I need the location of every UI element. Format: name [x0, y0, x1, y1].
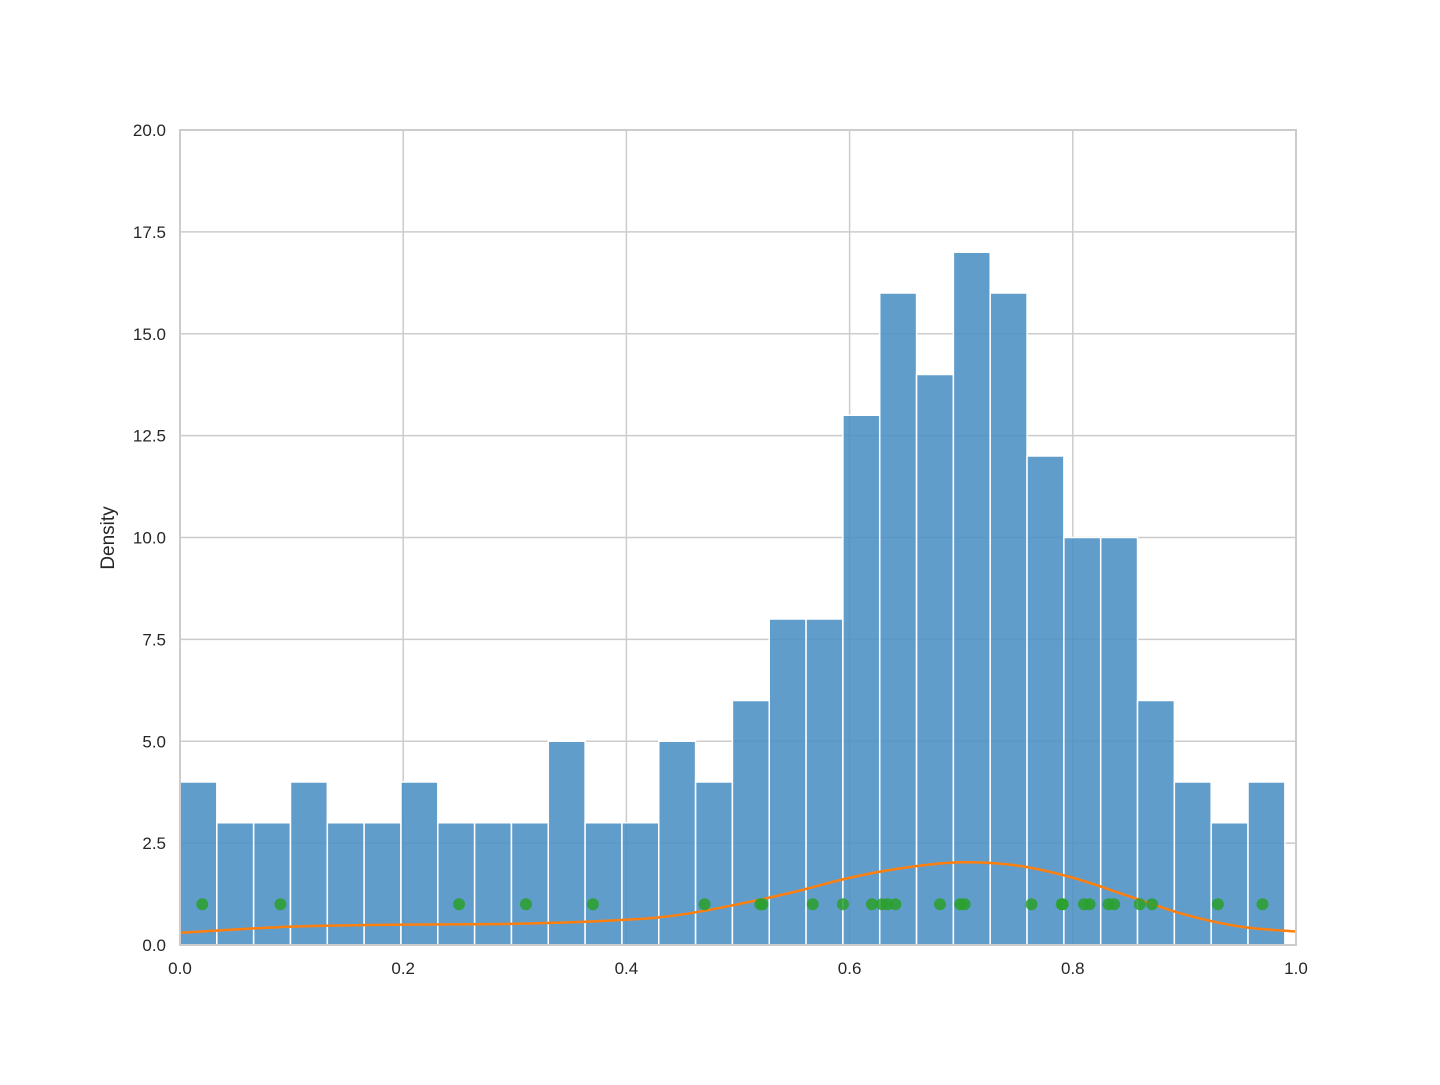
histogram-bar	[252, 822, 292, 946]
histogram-bar	[510, 822, 550, 946]
histogram-bar	[989, 292, 1028, 946]
y-tick-label: 0.0	[142, 936, 166, 955]
scatter-point	[1211, 898, 1224, 911]
histogram-bar	[547, 740, 586, 946]
kde-line-group	[179, 860, 1297, 935]
histogram-bar	[842, 414, 881, 946]
scatter-point	[958, 898, 971, 911]
y-tick-label: 17.5	[133, 223, 166, 242]
histogram-bar	[658, 740, 697, 946]
y-tick-label: 2.5	[142, 834, 166, 853]
x-tick-label: 0.2	[391, 959, 415, 978]
scatter-point	[586, 898, 599, 911]
scatter-point	[1133, 898, 1146, 911]
scatter-point	[1108, 898, 1121, 911]
y-tick-label: 20.0	[133, 121, 166, 140]
y-tick-label: 12.5	[133, 427, 166, 446]
scatter-point	[519, 898, 532, 911]
histogram-bar	[694, 781, 734, 946]
histogram-bar	[878, 292, 918, 946]
scatter-point	[1256, 898, 1269, 911]
histogram-bar	[1099, 536, 1139, 946]
y-axis-label: Density	[98, 506, 119, 570]
scatter-point	[806, 898, 819, 911]
scatter-point	[1056, 898, 1069, 911]
y-tick-labels: 0.0 2.5 5.0 7.5 10.0 12.5 15.0 17.5 20.0	[133, 121, 166, 955]
plot-frame	[179, 129, 1297, 946]
x-tick-label: 0.8	[1061, 959, 1085, 978]
bars	[179, 251, 1286, 946]
histogram-bar	[437, 822, 476, 946]
x-tick-label: 0.6	[838, 959, 862, 978]
x-tick-label: 0.0	[168, 959, 192, 978]
histogram-bar	[473, 822, 513, 946]
histogram-bar	[216, 822, 255, 946]
scatter-point	[865, 898, 878, 911]
histogram-bar	[179, 781, 218, 946]
histogram-bar	[363, 822, 402, 946]
scatter-point	[889, 898, 902, 911]
scatter-point	[274, 898, 287, 911]
scatter-point	[1146, 898, 1159, 911]
scatter-point	[1025, 898, 1038, 911]
y-tick-label: 7.5	[142, 630, 166, 649]
y-tick-label: 15.0	[133, 325, 166, 344]
scatter-point	[698, 898, 711, 911]
histogram-bar	[400, 781, 439, 946]
histogram-bar	[915, 373, 955, 946]
x-tick-label: 0.4	[615, 959, 639, 978]
scatter-points	[196, 898, 1269, 911]
scatter-point	[836, 898, 849, 911]
histogram-bar	[1247, 781, 1286, 946]
histogram-bar	[289, 781, 329, 946]
y-tick-label: 5.0	[142, 732, 166, 751]
scatter-point	[1083, 898, 1096, 911]
kde-line	[179, 860, 1297, 935]
histogram-bar	[805, 618, 844, 946]
scatter-point	[756, 898, 769, 911]
scatter-point	[196, 898, 209, 911]
y-tick-label: 10.0	[133, 529, 166, 548]
x-tick-labels: 0.0 0.2 0.4 0.6 0.8 1.0	[168, 959, 1308, 978]
x-tick-label: 1.0	[1284, 959, 1308, 978]
histogram-bar	[584, 822, 623, 946]
scatter-point	[453, 898, 465, 911]
histogram-bar	[952, 251, 991, 946]
histogram-bar	[621, 822, 660, 946]
scatter-point	[933, 898, 946, 911]
